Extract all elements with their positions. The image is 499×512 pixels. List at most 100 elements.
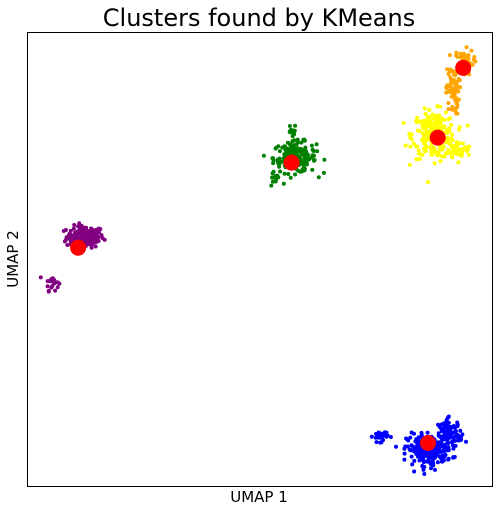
data-point [310,167,315,172]
data-point [408,435,413,440]
data-point [447,53,452,58]
data-point [67,232,71,237]
data-point [427,118,432,123]
data-point [378,440,383,445]
data-point [434,113,439,118]
data-point [437,423,442,428]
data-point [312,158,317,163]
data-point [93,244,98,249]
data-point [453,443,458,448]
data-point [405,444,410,449]
data-point [455,54,460,59]
data-point [447,141,452,146]
data-point [57,281,62,286]
data-point [435,123,440,128]
data-point [437,113,442,118]
data-point [90,232,95,237]
data-point [458,428,463,433]
data-point [455,420,460,425]
data-point [71,226,76,231]
data-point [441,425,446,430]
data-point [394,444,398,449]
data-point [446,107,451,111]
data-point [316,175,321,180]
data-point [447,129,452,134]
data-point [62,239,67,244]
data-point [421,118,426,123]
data-point [302,168,307,173]
data-point [409,448,414,453]
data-point [424,451,429,456]
data-point [82,234,87,238]
data-point [426,456,431,461]
data-point [277,164,282,169]
data-point [86,231,90,235]
data-point [457,127,461,132]
data-point [77,221,82,226]
cluster-center-marker [455,59,472,76]
data-point [446,456,451,461]
data-point [439,154,444,159]
data-point [430,148,435,153]
cluster-center-marker [420,435,436,451]
data-point [464,45,469,50]
data-point [288,144,293,149]
data-point [68,228,73,233]
data-point [451,455,456,460]
data-point [430,112,435,117]
y-axis-label: UMAP 2 [4,230,22,288]
data-point [443,443,448,448]
data-point [287,124,292,128]
data-point [322,157,327,162]
data-point [49,285,54,290]
data-point [409,454,414,459]
data-point [52,278,57,282]
data-point [420,138,425,142]
data-point [45,279,50,284]
data-point [452,73,457,78]
data-point [414,437,419,442]
data-point [412,469,417,474]
data-point [441,429,446,434]
data-point [401,121,406,125]
data-point [415,444,420,449]
data-point [431,463,436,468]
data-point [70,233,75,238]
data-point [421,131,426,136]
data-point [290,139,295,144]
data-point [302,138,307,143]
data-point [457,147,462,152]
data-point [300,152,305,157]
data-point [384,434,389,439]
data-point [89,245,94,250]
data-point [406,438,411,443]
data-point [299,140,304,145]
data-point [421,125,426,130]
data-point [270,156,275,161]
data-point [403,143,408,148]
data-point [273,175,278,180]
data-point [288,175,293,180]
data-point [278,169,283,174]
data-point [87,242,92,247]
data-point [452,430,457,434]
data-point [433,467,437,472]
data-point [409,132,414,137]
data-point [434,451,439,456]
data-point [270,171,275,176]
data-point [466,53,471,57]
data-point [315,149,320,154]
data-point [467,144,472,149]
data-point [422,106,427,111]
data-point [444,90,449,95]
data-point [456,97,461,102]
data-point [432,121,437,126]
data-point [45,284,50,289]
data-point [321,170,326,175]
data-point [453,108,458,113]
data-point [454,100,459,105]
data-point [449,80,453,85]
data-point [451,92,456,97]
data-point [46,289,51,294]
data-point [436,153,441,158]
